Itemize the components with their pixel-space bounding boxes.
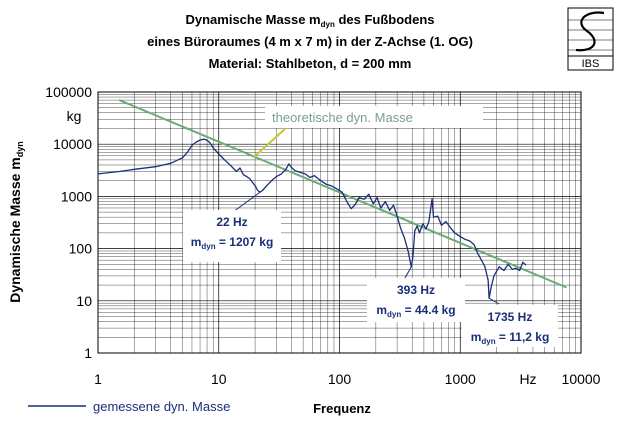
annotation-pointer [488, 297, 500, 305]
title-line-1: Dynamische Masse mdyn des Fußbodens [185, 12, 434, 29]
chart-title: Dynamische Masse mdyn des Fußbodens eines… [147, 12, 473, 71]
annotation-frequency: 1735 Hz [488, 310, 533, 324]
y-axis-label: Dynamische Masse mdyn [7, 141, 25, 303]
series-measured [97, 138, 527, 299]
theoretical-pointer [253, 127, 287, 158]
y-tick-label: 1000 [61, 188, 92, 204]
plot-grid [98, 92, 581, 353]
x-tick-label: 10000 [562, 371, 601, 387]
title-line-3: Material: Stahlbeton, d = 200 mm [209, 56, 412, 71]
annotation-box [183, 210, 281, 262]
legend-label-measured: gemessene dyn. Masse [93, 399, 230, 414]
theoretical-label: theoretische dyn. Masse [272, 110, 413, 125]
annotation-box [462, 305, 558, 347]
title-line-2: eines Büroraumes (4 m x 7 m) in der Z-Ac… [147, 34, 473, 49]
theoretical-label-box [265, 106, 483, 128]
annotation-frequency: 393 Hz [397, 283, 435, 297]
y-tick-label: 100 [69, 241, 93, 257]
logo-s-mark [575, 11, 605, 52]
annotation-pointer [232, 191, 261, 213]
y-axis-ticks: 1 10 100 1000 10000 100000 [45, 84, 92, 361]
legend: gemessene dyn. Masse [28, 399, 230, 414]
y-axis-unit: kg [67, 108, 82, 124]
y-tick-label: 1 [84, 345, 92, 361]
annotation-mass: mdyn = 11,2 kg [471, 330, 550, 346]
logo-text: IBS [582, 58, 600, 70]
annotation-2: 393 Hz mdyn = 44.4 kg [367, 266, 465, 322]
x-axis-label: Frequenz [313, 401, 371, 416]
y-tick-label: 10000 [53, 136, 92, 152]
x-tick-label: 1 [94, 371, 102, 387]
ibs-logo: IBS [567, 7, 614, 71]
y-tick-label: 10 [76, 293, 92, 309]
y-tick-label: 100000 [45, 84, 92, 100]
annotation-1: 22 Hz mdyn = 1207 kg [183, 191, 281, 262]
annotation-pointer [404, 266, 412, 279]
x-tick-label: 10 [211, 371, 227, 387]
measured-mass-line [97, 138, 527, 299]
annotation-mass: mdyn = 1207 kg [191, 235, 274, 251]
annotation-mass: mdyn = 44.4 kg [376, 303, 455, 319]
x-tick-label: 1000 [445, 371, 476, 387]
annotation-frequency: 22 Hz [216, 215, 247, 229]
annotation-3: 1735 Hz mdyn = 11,2 kg [462, 297, 558, 347]
x-axis-unit: Hz [519, 371, 536, 387]
annotation-box [367, 278, 465, 322]
x-axis-ticks: 1 10 100 1000 10000 [94, 371, 601, 387]
theoretical-callout: theoretische dyn. Masse [253, 106, 483, 158]
annotations: 22 Hz mdyn = 1207 kg 393 Hz mdyn = 44.4 kg 1… [183, 191, 558, 347]
x-tick-label: 100 [328, 371, 352, 387]
plot-frame [97, 91, 582, 354]
